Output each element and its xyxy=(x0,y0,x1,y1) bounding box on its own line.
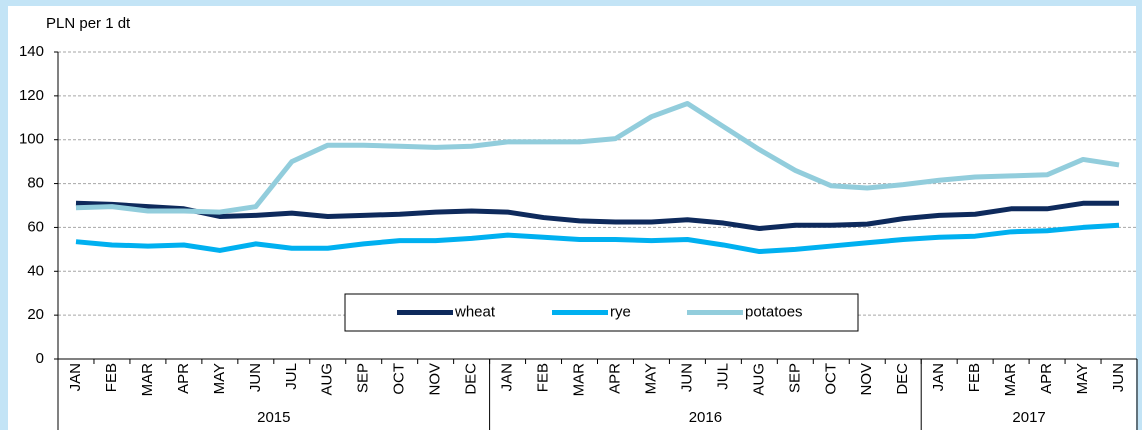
x-tick-label: NOV xyxy=(427,363,444,396)
x-tick-label: JAN xyxy=(67,363,84,391)
series-line xyxy=(75,200,1120,232)
y-tick-label: 40 xyxy=(27,262,44,279)
x-tick-label: JUL xyxy=(714,363,731,390)
x-tick-label: FEB xyxy=(103,363,120,392)
x-tick-label: AUG xyxy=(319,363,336,396)
y-tick-label: 0 xyxy=(36,350,44,367)
x-tick-label: JUL xyxy=(283,363,300,390)
x-tick-label: MAR xyxy=(570,363,587,397)
x-tick-label: MAY xyxy=(211,363,228,394)
x-tick-label: DEC xyxy=(463,363,480,395)
y-tick-label: 120 xyxy=(19,87,44,104)
x-tick-label: SEP xyxy=(786,363,803,393)
x-tick-label: FEB xyxy=(966,363,983,392)
x-tick-label: APR xyxy=(606,363,623,394)
x-tick-label: OCT xyxy=(822,363,839,395)
legend: wheat rye potatoes xyxy=(344,293,859,332)
y-tick-label: 140 xyxy=(19,43,44,60)
x-tick-label: SEP xyxy=(355,363,372,393)
x-tick-label: JAN xyxy=(930,363,947,391)
legend-label: wheat xyxy=(454,303,496,320)
series-line xyxy=(75,101,1120,215)
x-tick-label: NOV xyxy=(858,363,875,396)
x-tick-label: MAY xyxy=(642,363,659,394)
y-tick-label: 80 xyxy=(27,175,44,192)
year-label: 2015 xyxy=(257,409,290,426)
x-tick-label: MAR xyxy=(1002,363,1019,397)
x-tick-label: OCT xyxy=(391,363,408,395)
x-tick-label: MAY xyxy=(1074,363,1091,394)
x-tick-label: JUN xyxy=(678,363,695,392)
x-tick-label: DEC xyxy=(894,363,911,395)
y-axis-label: PLN per 1 dt xyxy=(46,15,131,32)
year-label: 2017 xyxy=(1012,409,1045,426)
x-tick-label: FEB xyxy=(535,363,552,392)
x-tick-label: APR xyxy=(1038,363,1055,394)
x-tick-label: MAR xyxy=(139,363,156,397)
x-tick-label: JAN xyxy=(499,363,516,391)
x-tick-label: APR xyxy=(175,363,192,394)
x-tick-label: JUN xyxy=(1110,363,1127,392)
year-label: 2016 xyxy=(689,409,722,426)
x-tick-label: JUN xyxy=(247,363,264,392)
series-line xyxy=(75,222,1120,255)
legend-label: potatoes xyxy=(745,303,803,320)
y-tick-label: 20 xyxy=(27,306,44,323)
y-tick-label: 60 xyxy=(27,218,44,235)
y-tick-label: 100 xyxy=(19,131,44,148)
x-tick-label: AUG xyxy=(750,363,767,396)
legend-label: rye xyxy=(610,303,631,320)
